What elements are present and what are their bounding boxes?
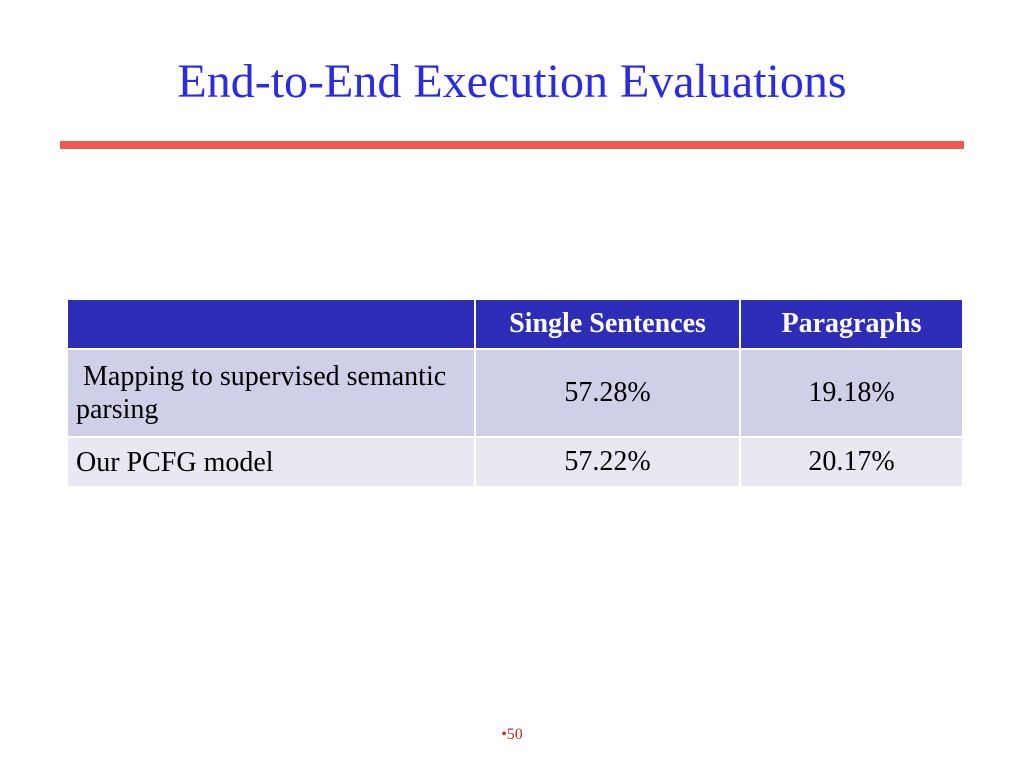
table-header-row: Single Sentences Paragraphs [66,298,964,350]
header-cell-single-sentences: Single Sentences [474,298,741,350]
table-row: Our PCFG model 57.22% 20.17% [66,436,964,488]
title-divider [60,141,964,149]
method-cell: Mapping to supervised semantic parsing [66,348,476,438]
method-cell: Our PCFG model [66,436,476,488]
table-row: Mapping to supervised semantic parsing 5… [66,348,964,438]
header-cell-empty [66,298,476,350]
paragraphs-cell: 20.17% [739,436,964,488]
header-cell-paragraphs: Paragraphs [739,298,964,350]
results-table: Single Sentences Paragraphs Mapping to s… [66,298,964,488]
page-number: •50 [501,726,523,743]
paragraphs-cell: 19.18% [739,348,964,438]
slide-title: End-to-End Execution Evaluations [177,55,847,108]
single-sentences-cell: 57.22% [474,436,741,488]
single-sentences-cell: 57.28% [474,348,741,438]
